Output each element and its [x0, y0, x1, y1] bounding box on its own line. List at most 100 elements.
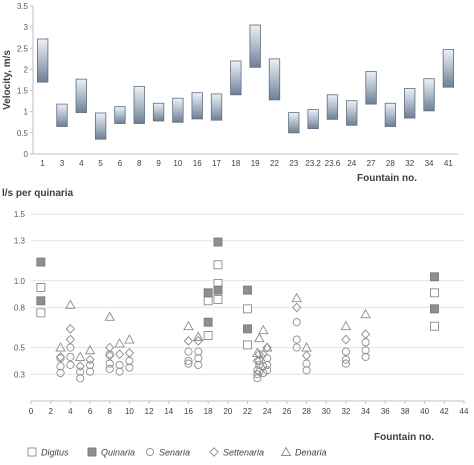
data-point-denaria [301, 342, 312, 352]
chart2-x-tick-label: 38 [401, 407, 410, 416]
chart2-x-tick-label: 8 [108, 407, 113, 416]
velocity-range-bar [442, 49, 454, 88]
legend-item-digitus: Digitus [27, 447, 69, 458]
data-point-senaria [341, 355, 350, 364]
legend-label-digitus: Digitus [41, 448, 69, 458]
chart2-x-tick-label: 20 [223, 407, 232, 416]
chart1-x-tick-label: 41 [444, 159, 453, 168]
legend-marker-digitus [27, 447, 37, 457]
chart1-x-tick-label: 6 [118, 159, 123, 168]
chart2-y-tick-label: 0.5 [14, 344, 26, 353]
chart2-x-tick-label: 16 [184, 407, 193, 416]
chart2-y-tick-label: 0.3 [14, 370, 26, 379]
velocity-range-bar [56, 103, 68, 127]
velocity-range-bar [249, 24, 261, 68]
data-point-denaria [261, 342, 273, 352]
data-point-settenaria [65, 324, 75, 334]
chart1-y-tick-label: 2.5 [17, 44, 29, 53]
data-point-quinaria [213, 285, 223, 295]
data-point-senaria [194, 354, 203, 363]
chart1-x-tick-label: 3 [60, 159, 65, 168]
chart1-y-tick-label: 0 [24, 150, 29, 159]
data-point-senaria [56, 362, 65, 371]
data-point-senaria [302, 359, 311, 368]
data-point-digitus [36, 308, 46, 318]
chart1-x-tick-label: 32 [405, 159, 414, 168]
data-point-senaria [292, 318, 301, 327]
chart2-x-tick-label: 0 [29, 407, 34, 416]
data-point-senaria [263, 360, 272, 369]
chart1-x-tick-label: 1 [40, 159, 45, 168]
chart2-x-tick-label: 10 [125, 407, 134, 416]
chart1-y-tick-label: 1 [24, 108, 29, 117]
data-point-senaria [255, 360, 264, 369]
data-point-quinaria [243, 324, 252, 334]
data-point-senaria [341, 347, 350, 356]
data-point-settenaria [124, 348, 135, 358]
velocity-range-bar [288, 112, 300, 134]
velocity-range-bar [114, 106, 126, 124]
data-point-senaria [56, 368, 65, 378]
data-point-settenaria [258, 349, 268, 360]
data-point-denaria [291, 292, 302, 303]
chart2-y-tick-label: 1.0 [14, 277, 26, 286]
data-point-settenaria [292, 302, 302, 313]
data-point-denaria [65, 299, 76, 309]
chart2-x-axis-label: Fountain no. [374, 432, 434, 443]
legend-item-denaria: Denaria [280, 446, 327, 458]
data-point-denaria [254, 332, 265, 343]
chart2-x-tick-label: 24 [263, 407, 272, 416]
data-point-senaria [361, 346, 370, 355]
chart2-x-tick-label: 44 [460, 407, 469, 416]
velocity-range-bar [230, 60, 242, 96]
chart2-y-tick-label: 1.3 [14, 237, 26, 246]
data-point-settenaria [252, 356, 262, 366]
data-point-senaria [263, 366, 272, 375]
velocity-range-chart: 00.511.522.533.5 1 3 4 5 6 8 9 10 16 17 18 19 22 23 23… [2, 2, 458, 184]
data-point-senaria [292, 335, 301, 344]
velocity-range-bar [75, 78, 87, 113]
chart2-x-tick-label: 26 [282, 407, 291, 416]
chart1-x-tick-label: 23 [289, 159, 298, 168]
chart2-x-tick-label: 12 [145, 407, 154, 416]
data-point-settenaria [85, 354, 95, 365]
chart2-x-tick-label: 34 [361, 407, 370, 416]
data-point-senaria [115, 360, 124, 369]
legend-marker-denaria [280, 446, 292, 456]
chart1-x-tick-label: 23.6 [325, 159, 341, 168]
data-point-settenaria [114, 349, 125, 360]
chart1-x-tick-label: 19 [251, 159, 260, 168]
chart2-x-tick-label: 14 [164, 407, 173, 416]
legend-item-senaria: Senaria [145, 448, 190, 458]
legend-label-denaria: Denaria [295, 448, 327, 458]
data-point-settenaria [183, 336, 194, 346]
data-point-quinaria [430, 304, 439, 314]
legend-label-settenaria: Settenaria [223, 448, 264, 458]
chart1-x-tick-label: 9 [156, 159, 161, 168]
legend-item-quinaria: Quinaria [87, 448, 135, 458]
chart1-x-tick-label: 22 [270, 159, 279, 168]
data-point-digitus [203, 331, 213, 340]
data-point-denaria [360, 308, 371, 319]
chart1-y-tick-label: 3.5 [17, 2, 29, 11]
legend-item-settenaria: Settenaria [209, 447, 264, 458]
data-point-senaria [302, 366, 311, 375]
data-point-senaria [194, 347, 203, 356]
chart1-x-tick-label: 18 [231, 159, 240, 168]
data-point-settenaria [262, 342, 272, 353]
data-point-digitus [243, 304, 252, 314]
chart2-x-tick-label: 2 [48, 407, 53, 416]
data-point-digitus [243, 340, 252, 350]
velocity-range-bar [268, 58, 281, 101]
data-point-senaria [361, 352, 370, 361]
data-point-senaria [184, 356, 193, 365]
chart1-x-tick-label: 4 [79, 159, 84, 168]
data-point-quinaria [203, 288, 213, 298]
data-point-senaria [194, 360, 203, 369]
data-point-senaria [115, 367, 124, 376]
data-point-digitus [36, 283, 46, 292]
chart2-x-tick-label: 42 [440, 407, 449, 416]
data-point-digitus [430, 321, 439, 331]
data-point-senaria [253, 370, 262, 379]
